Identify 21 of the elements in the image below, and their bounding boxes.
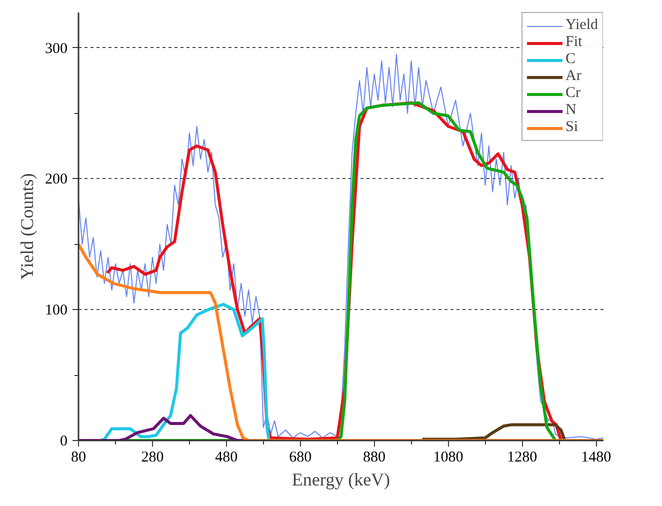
y-tick-label: 100 (45, 302, 68, 319)
x-axis-title: Energy (keV) (292, 470, 390, 490)
legend-label: Si (566, 119, 580, 136)
x-tick-label: 880 (363, 450, 386, 466)
y-tick-label: 0 (60, 434, 68, 450)
y-tick-label: 300 (45, 40, 68, 57)
x-tick-label: 80 (71, 450, 86, 466)
legend-label: N (566, 102, 578, 119)
y-axis-title: Yield (Counts) (17, 173, 37, 280)
legend-label: Fit (566, 34, 584, 51)
legend-label: Yield (566, 17, 598, 34)
x-tick-label: 1080 (433, 450, 464, 466)
legend-label: C (566, 51, 577, 68)
legend-label: Ar (566, 68, 582, 85)
x-tick-label: 480 (215, 450, 238, 466)
legend-label: Cr (566, 85, 582, 102)
y-tick-label: 200 (45, 172, 68, 188)
x-tick-label: 1480 (581, 450, 612, 466)
x-tick-label: 280 (141, 450, 164, 466)
x-tick-label: 680 (289, 450, 312, 466)
x-tick-label: 1280 (507, 450, 538, 466)
